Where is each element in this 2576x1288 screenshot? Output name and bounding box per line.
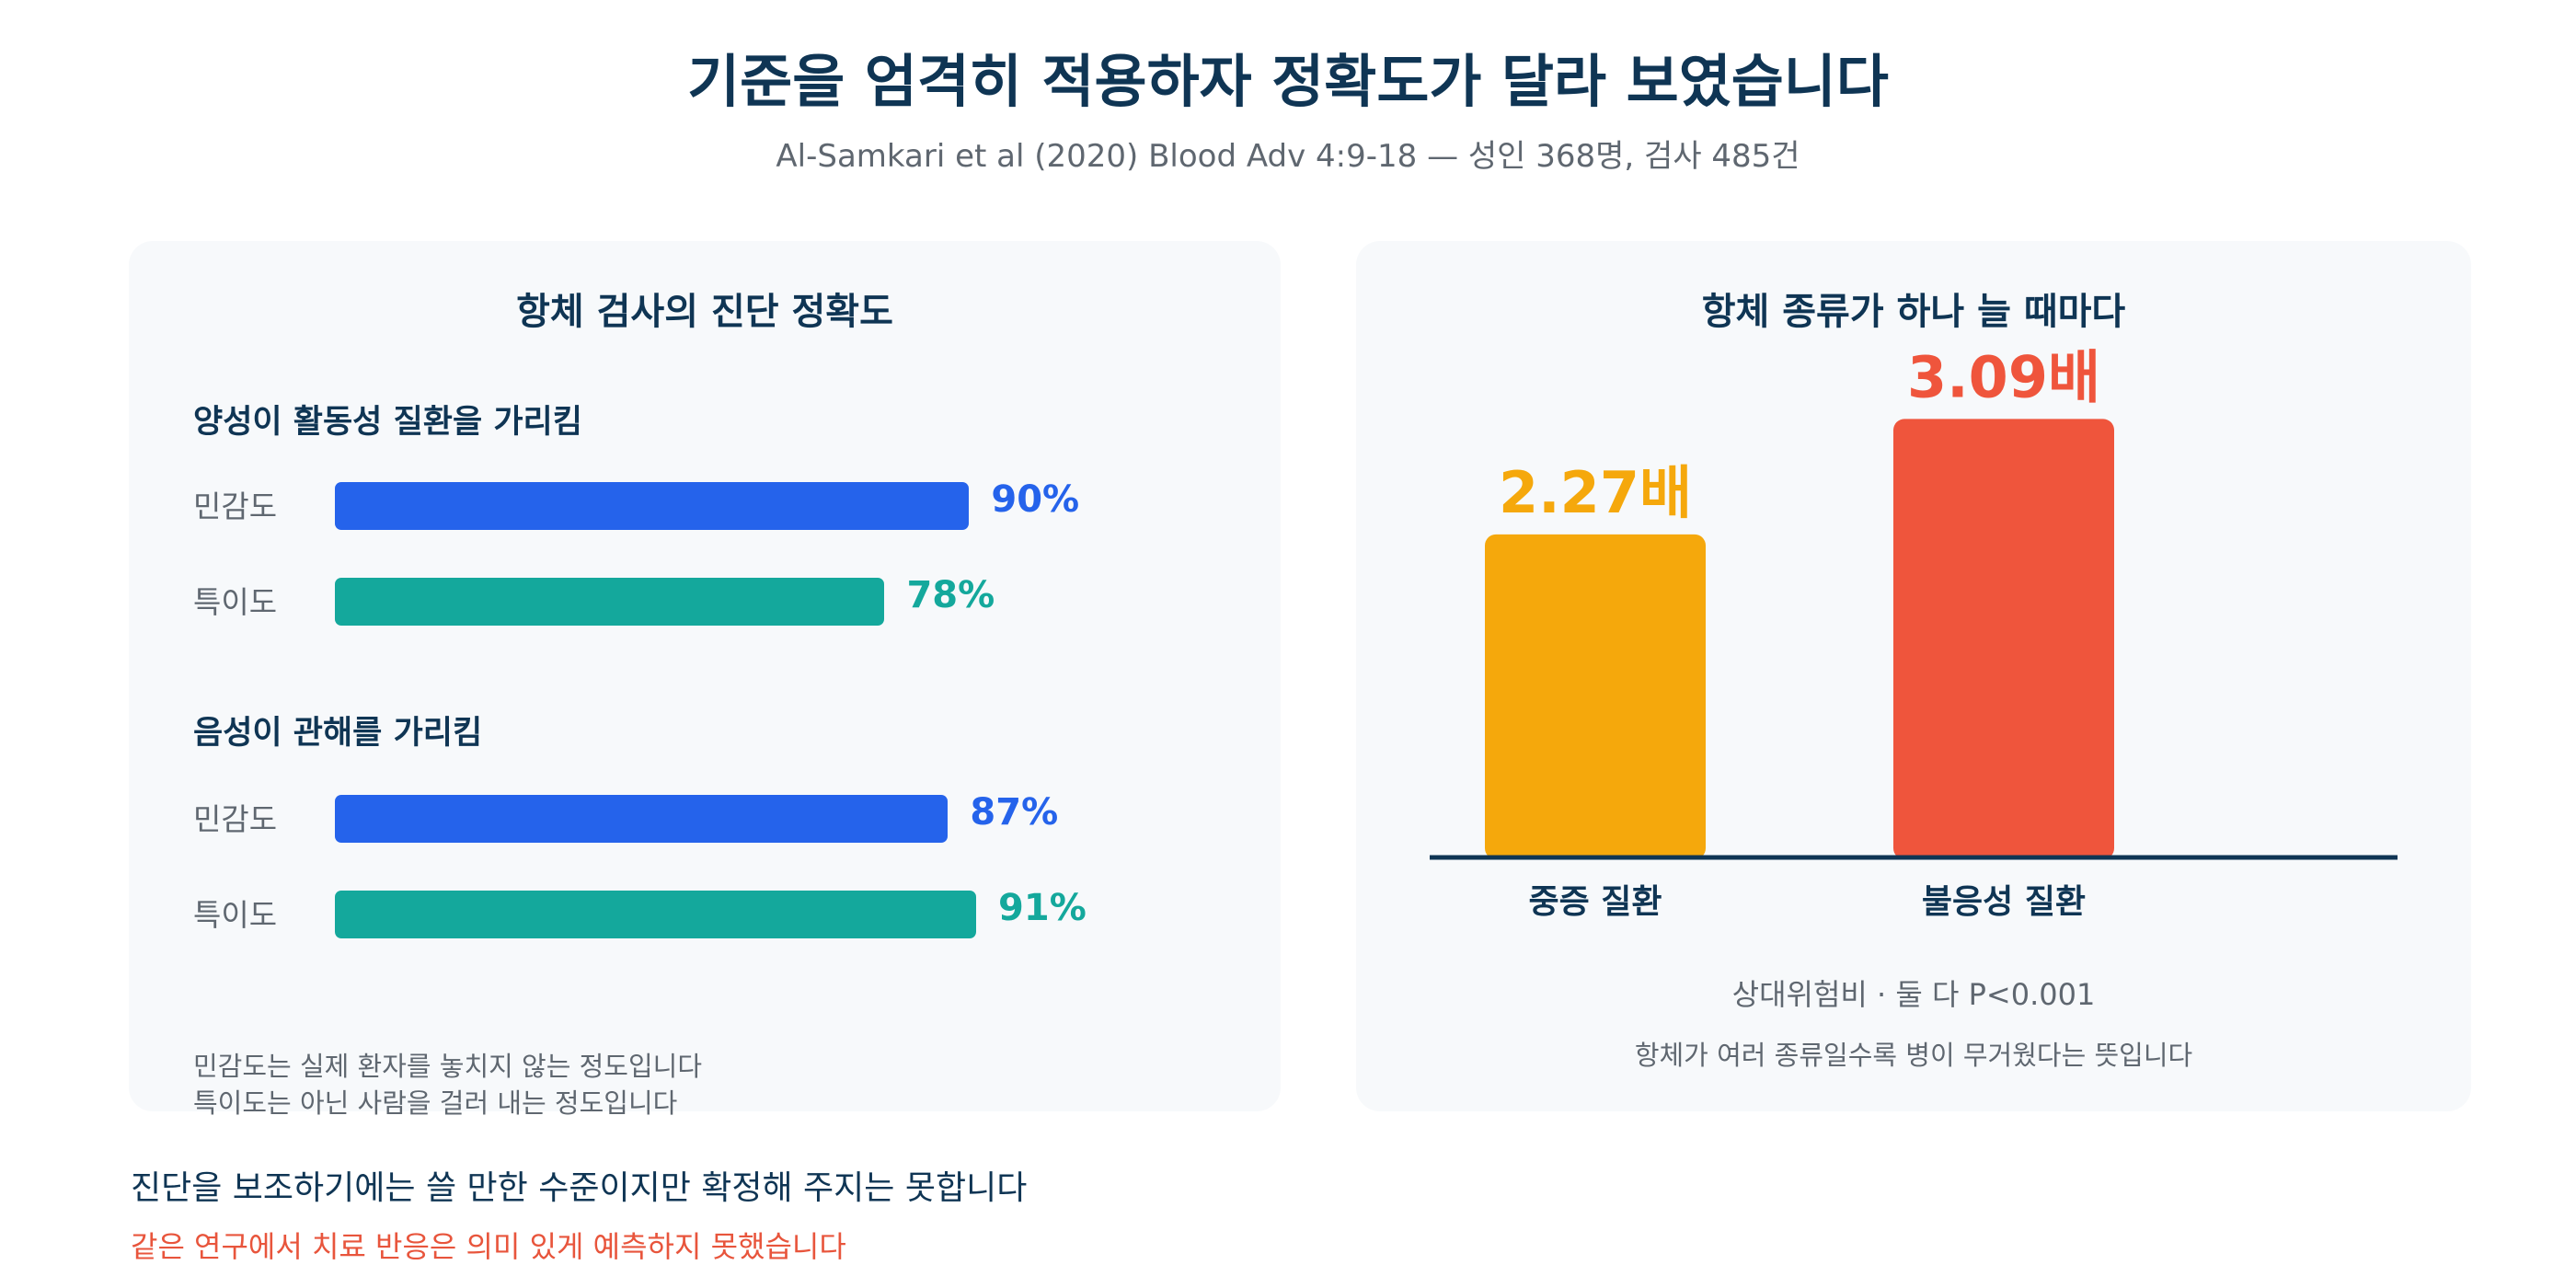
accuracy-panel: 항체 검사의 진단 정확도 양성이 활동성 질환을 가리킴 민감도 90% 특이… [129,241,1281,1119]
bar-label: 특이도 [193,897,278,933]
footnote-specificity: 특이도는 아닌 사람을 걸러 내는 정도입니다 [193,1087,678,1119]
bar-positive-specificity [335,578,885,626]
footnote-sensitivity: 민감도는 실제 환자를 놓치지 않는 정도입니다 [193,1051,703,1082]
bar-negative-sensitivity [335,795,949,843]
group-title-negative: 음성이 관해를 가리킴 [193,715,483,752]
bar-label: 민감도 [193,489,278,524]
value-label: 91% [998,887,1087,929]
bar-refractory [1893,419,2114,859]
bar-severe [1485,534,1706,859]
category-label: 중증 질환 [1528,883,1662,921]
value-label: 3.09배 [1907,343,2100,410]
risk-ratio-panel-title: 항체 종류가 하나 늘 때마다 [1701,291,2126,333]
accuracy-panel-title: 항체 검사의 진단 정확도 [516,291,893,333]
value-label: 78% [906,574,995,616]
bar-label: 특이도 [193,584,278,620]
value-label: 87% [970,791,1059,834]
category-label: 불응성 질환 [1922,883,2086,921]
warning-text: 같은 연구에서 치료 반응은 의미 있게 예측하지 못했습니다 [131,1229,846,1264]
page-subtitle: Al-Samkari et al (2020) Blood Adv 4:9-18… [776,138,1800,175]
value-label: 2.27배 [1499,459,1692,526]
conclusion-text: 진단을 보조하기에는 쓸 만한 수준이지만 확정해 주지는 못합니다 [131,1169,1028,1207]
value-label: 90% [991,478,1080,521]
bar-negative-specificity [335,891,977,938]
page-title: 기준을 엄격히 적용하자 정확도가 달라 보였습니다 [687,48,1889,115]
bar-positive-sensitivity [335,482,970,530]
bar-label: 민감도 [193,801,278,837]
group-title-positive: 양성이 활동성 질환을 가리킴 [193,404,582,441]
risk-ratio-caption: 항체가 여러 종류일수록 병이 무거웠다는 뜻입니다 [1634,1040,2193,1071]
risk-ratio-note: 상대위험비 · 둘 다 P<0.001 [1731,977,2096,1012]
